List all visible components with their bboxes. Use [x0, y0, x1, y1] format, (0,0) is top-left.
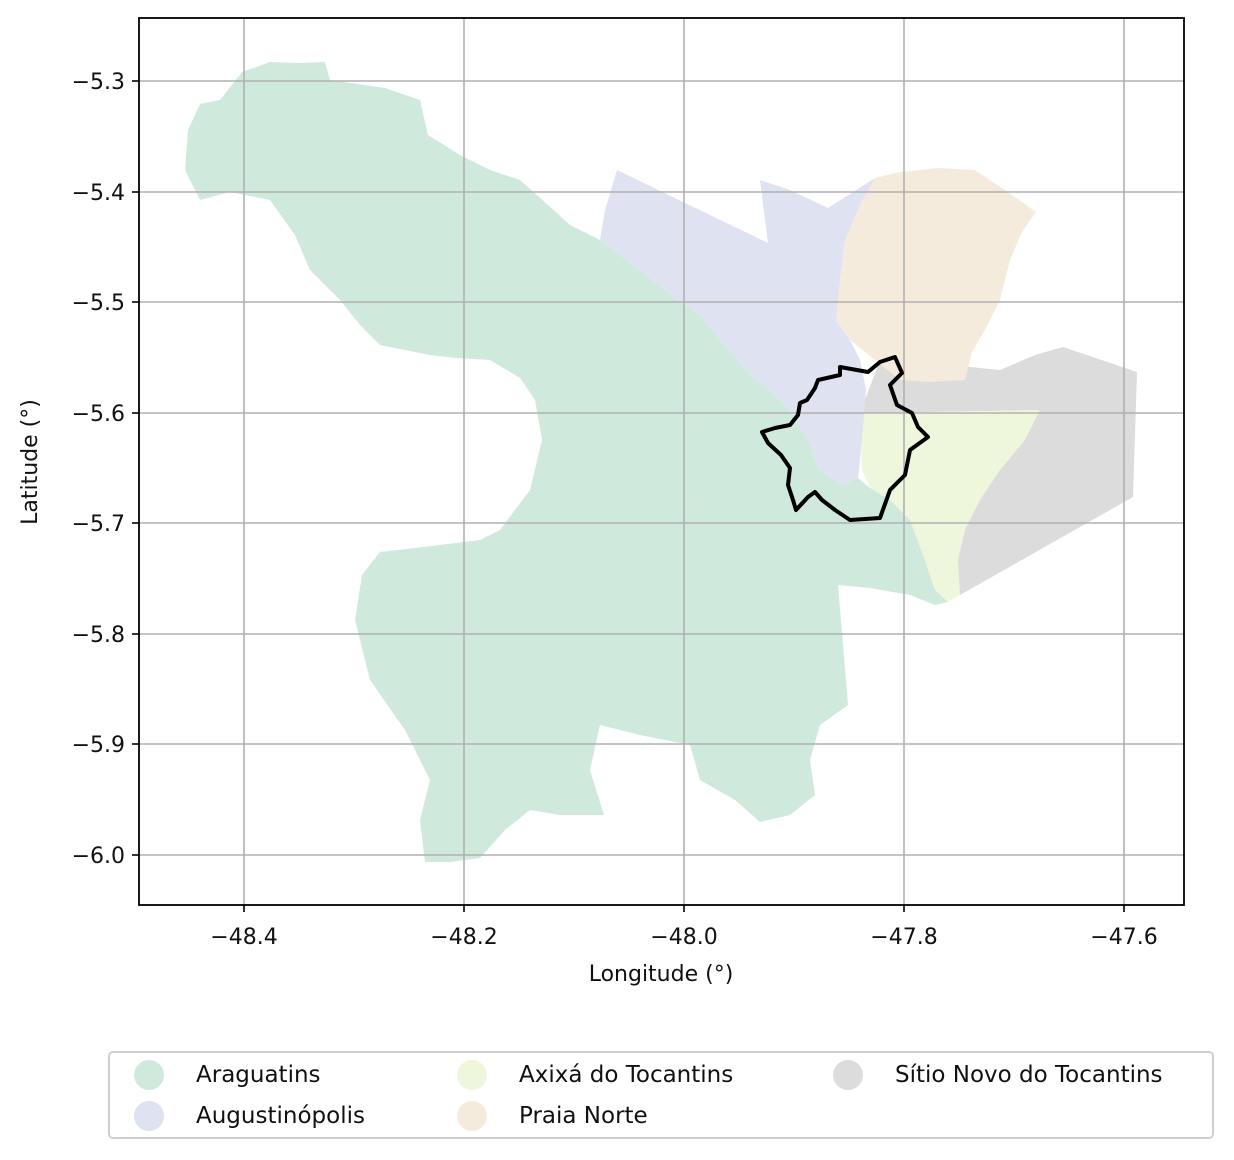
x-tick-label: −48.0 — [650, 925, 717, 950]
y-tick-label: −5.4 — [72, 181, 125, 206]
legend-item-sitio-novo-do-tocantins: Sítio Novo do Tocantins — [833, 1060, 1163, 1090]
legend-label: Axixá do Tocantins — [519, 1062, 734, 1088]
legend-label: Sítio Novo do Tocantins — [895, 1062, 1163, 1088]
axis-ticks — [132, 80, 1125, 912]
legend-item-augustinopolis: Augustinópolis — [134, 1101, 365, 1131]
legend-label: Araguatins — [196, 1062, 321, 1088]
region-araguatins — [185, 62, 948, 862]
y-tick-label: −5.5 — [72, 291, 125, 316]
plot-frame — [138, 17, 1185, 906]
legend-label: Praia Norte — [519, 1103, 648, 1129]
x-tick-labels: −48.4 −48.2 −48.0 −47.8 −47.6 — [210, 925, 1157, 950]
y-tick-label: −5.9 — [72, 733, 125, 758]
x-tick-label: −47.8 — [870, 925, 937, 950]
y-tick-labels: −5.3 −5.4 −5.5 −5.6 −5.7 −5.8 −5.9 −6.0 — [72, 70, 125, 869]
highlight-boundary-outline — [760, 355, 930, 522]
map-regions — [185, 62, 1137, 862]
y-tick-label: −6.0 — [72, 844, 125, 869]
x-tick-label: −47.6 — [1090, 925, 1157, 950]
x-tick-label: −48.2 — [430, 925, 497, 950]
legend-marker-augustinopolis — [134, 1101, 164, 1131]
legend-item-axixa-do-tocantins: Axixá do Tocantins — [457, 1060, 733, 1090]
legend-marker-axixa-do-tocantins — [457, 1060, 487, 1090]
legend-marker-sitio-novo-do-tocantins — [833, 1060, 863, 1090]
y-axis-label: Latitude (°) — [18, 399, 43, 525]
y-tick-label: −5.7 — [72, 512, 125, 537]
x-tick-label: −48.4 — [210, 925, 277, 950]
x-axis-label: Longitude (°) — [589, 962, 734, 987]
grid-lines — [139, 18, 1184, 905]
y-tick-label: −5.8 — [72, 623, 125, 648]
region-praia-norte — [836, 168, 1036, 382]
region-augustinopolis — [600, 170, 875, 485]
legend-item-praia-norte: Praia Norte — [457, 1101, 648, 1131]
legend-marker-araguatins — [134, 1060, 164, 1090]
legend-item-araguatins: Araguatins — [134, 1060, 321, 1090]
y-tick-label: −5.3 — [72, 70, 125, 95]
legend: Araguatins Augustinópolis Axixá do Tocan… — [108, 1051, 1214, 1139]
y-tick-label: −5.6 — [72, 402, 125, 427]
legend-marker-praia-norte — [457, 1101, 487, 1131]
legend-label: Augustinópolis — [196, 1103, 365, 1129]
region-axixa-do-tocantins — [860, 410, 1040, 602]
